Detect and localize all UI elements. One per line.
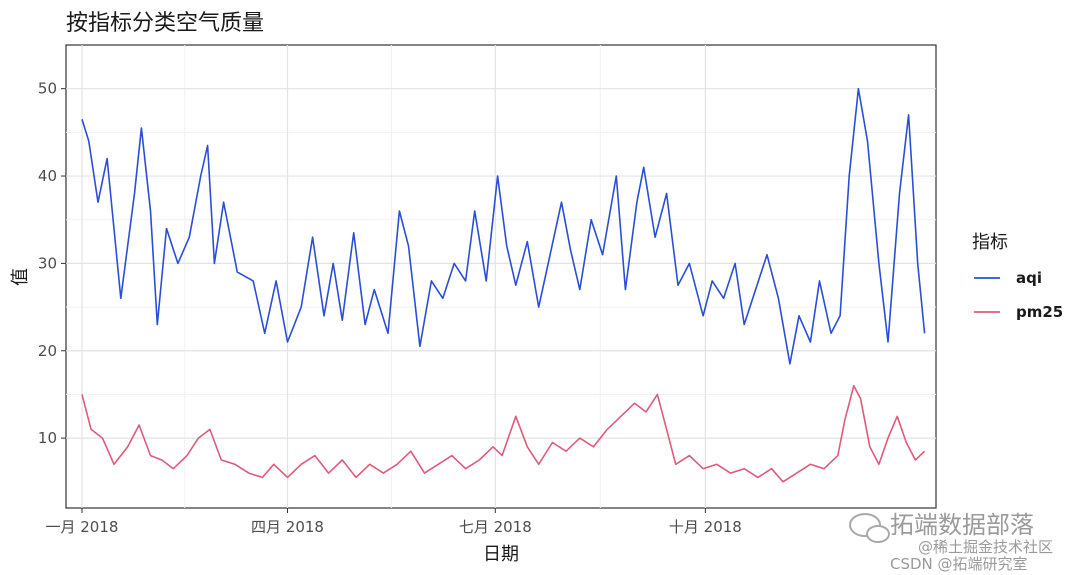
chart-title: 按指标分类空气质量: [66, 11, 264, 36]
legend-title: 指标: [972, 232, 1008, 253]
y-tick-label: 10: [38, 429, 57, 447]
y-tick-label: 50: [38, 80, 57, 98]
series-line-aqi: [81, 87, 926, 365]
series-line-pm25: [81, 384, 926, 483]
x-axis-title: 日期: [483, 544, 519, 565]
y-tick-label: 40: [38, 167, 57, 185]
y-axis: 10 20 30 40 50: [38, 80, 66, 447]
y-tick-label: 20: [38, 342, 57, 360]
x-axis: 一月 2018 四月 2018 七月 2018 十月 2018: [46, 508, 742, 536]
major-grid: [66, 45, 936, 508]
wechat-icon: [849, 513, 890, 543]
series-layer: [81, 87, 926, 483]
watermark: 拓端数据部落 @稀土掘金技术社区 CSDN @拓端研究室: [849, 511, 1053, 573]
watermark-title: 拓端数据部落: [890, 511, 1034, 539]
y-axis-title: 值: [10, 268, 31, 286]
x-tick-label: 七月 2018: [459, 518, 532, 536]
legend-label-pm25: pm25: [1016, 303, 1063, 321]
y-tick-label: 30: [38, 254, 57, 272]
legend-label-aqi: aqi: [1016, 269, 1042, 287]
x-tick-label: 四月 2018: [251, 518, 324, 536]
minor-grid: [66, 45, 936, 508]
legend: 指标 aqi pm25: [972, 232, 1063, 321]
x-tick-label: 十月 2018: [669, 518, 742, 536]
watermark-juejin: @稀土掘金技术社区: [918, 538, 1053, 556]
x-tick-label: 一月 2018: [46, 518, 119, 536]
watermark-csdn: CSDN @拓端研究室: [890, 555, 1028, 573]
